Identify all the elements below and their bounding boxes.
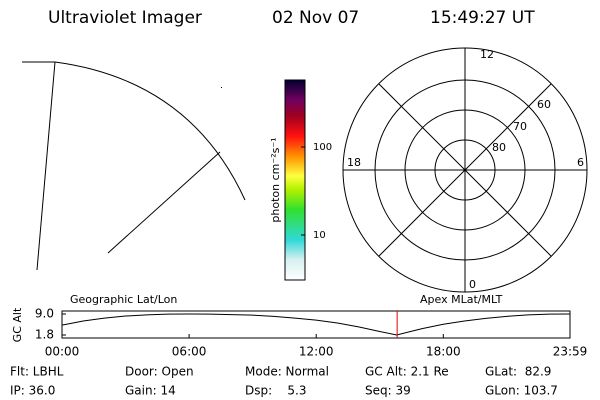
y-tick-label: 9.0 (35, 307, 54, 321)
status-field: IP: 36.0 (10, 384, 55, 398)
status-field: Flt: LBHL (10, 365, 64, 379)
polar-label: 60 (537, 98, 551, 111)
x-tick-label: 23:59 (553, 345, 588, 359)
polar-label: 80 (492, 141, 506, 154)
polar-label: 0 (469, 278, 476, 291)
x-tick-label: 00:00 (45, 345, 80, 359)
polar-label: 18 (347, 156, 361, 169)
status-field: Gain: 14 (125, 384, 176, 398)
title: Ultraviolet Imager (48, 8, 202, 28)
polar-label: 12 (480, 48, 494, 61)
status-field: GLat: 82.9 (485, 365, 551, 379)
x-tick-label: 18:00 (426, 345, 461, 359)
status-field: Seq: 39 (365, 384, 411, 398)
polar-grid (342, 47, 588, 293)
x-tick-label: 06:00 (172, 345, 207, 359)
status-field: Door: Open (125, 365, 194, 379)
colorbar (284, 79, 306, 281)
status-field: Dsp: 5.3 (245, 384, 307, 398)
status-field: Mode: Normal (245, 365, 329, 379)
status-field: GLon: 103.7 (485, 384, 558, 398)
alt-line (61, 313, 571, 336)
y-tick-label: 1.8 (35, 328, 54, 342)
plot-subtitle: Apex MLat/MLT (420, 293, 503, 306)
date: 02 Nov 07 (272, 8, 359, 28)
polar-label: 6 (577, 156, 584, 169)
plot-title: Geographic Lat/Lon (70, 293, 177, 306)
colorbar-tick-label: 10 (313, 230, 326, 241)
time: 15:49:27 UT (430, 8, 535, 28)
y-label: GC Alt (11, 307, 24, 342)
colorbar-label: photon cm⁻²s⁻¹ (269, 137, 282, 222)
polar-label: 70 (513, 120, 527, 133)
x-tick-label: 12:00 (299, 345, 334, 359)
status-field: GC Alt: 2.1 Re (365, 365, 449, 379)
earth-outline (22, 61, 246, 271)
colorbar-tick-label: 100 (313, 142, 332, 153)
